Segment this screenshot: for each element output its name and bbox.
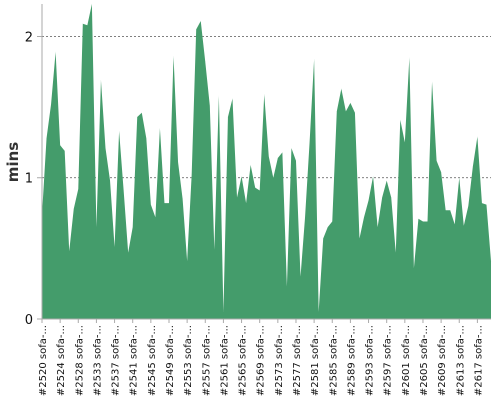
- x-tick-label-17: #2589 sofa-...: [346, 325, 357, 396]
- x-tick-label-24: #2617 sofa-...: [473, 325, 484, 396]
- x-tick-label-16: #2585 sofa-...: [328, 325, 339, 396]
- x-tick-label-15: #2581 sofa-...: [310, 325, 321, 396]
- series-area: [41, 3, 492, 319]
- x-tick-label-7: #2549 sofa-...: [165, 325, 176, 396]
- x-tick-label-4: #2537 sofa-...: [111, 325, 122, 396]
- x-tick-label-12: #2569 sofa-...: [256, 325, 267, 396]
- x-tick-label-14: #2577 sofa-...: [292, 325, 303, 396]
- y-axis-label: mins: [4, 142, 22, 182]
- x-tick-label-13: #2573 sofa-...: [274, 325, 285, 396]
- y-axis-ticks: 0 1 2: [25, 30, 33, 328]
- x-tick-label-5: #2541 sofa-...: [129, 325, 140, 396]
- x-tick-label-3: #2533 sofa-...: [92, 325, 103, 396]
- x-tick-label-2: #2528 sofa-...: [74, 325, 85, 396]
- x-tick-label-11: #2565 sofa-...: [238, 325, 249, 396]
- x-tick-label-9: #2557 sofa-...: [201, 325, 212, 396]
- x-tick-label-18: #2593 sofa-...: [365, 325, 376, 396]
- x-tick-label-22: #2609 sofa-...: [437, 325, 448, 396]
- x-axis-ticks: #2520 sofa-... #2524 sofa-... #2528 sofa-.…: [38, 325, 484, 396]
- x-tick-label-8: #2553 sofa-...: [183, 325, 194, 396]
- x-tick-label-0: #2520 sofa-...: [38, 325, 49, 396]
- series-area-fill: [42, 4, 491, 319]
- x-tick-label-19: #2597 sofa-...: [383, 325, 394, 396]
- x-tick-label-10: #2561 sofa-...: [219, 325, 230, 396]
- axes: [37, 4, 491, 323]
- x-tick-label-6: #2545 sofa-...: [147, 325, 158, 396]
- x-tick-label-1: #2524 sofa-...: [56, 325, 67, 396]
- x-tick-label-23: #2613 sofa-...: [455, 325, 466, 396]
- x-tick-label-20: #2601 sofa-...: [401, 325, 412, 396]
- y-tick-label-0: 0: [25, 313, 33, 328]
- y-tick-label-1: 1: [25, 172, 33, 187]
- y-tick-label-2: 2: [25, 30, 33, 45]
- x-tick-label-21: #2605 sofa-...: [419, 325, 430, 396]
